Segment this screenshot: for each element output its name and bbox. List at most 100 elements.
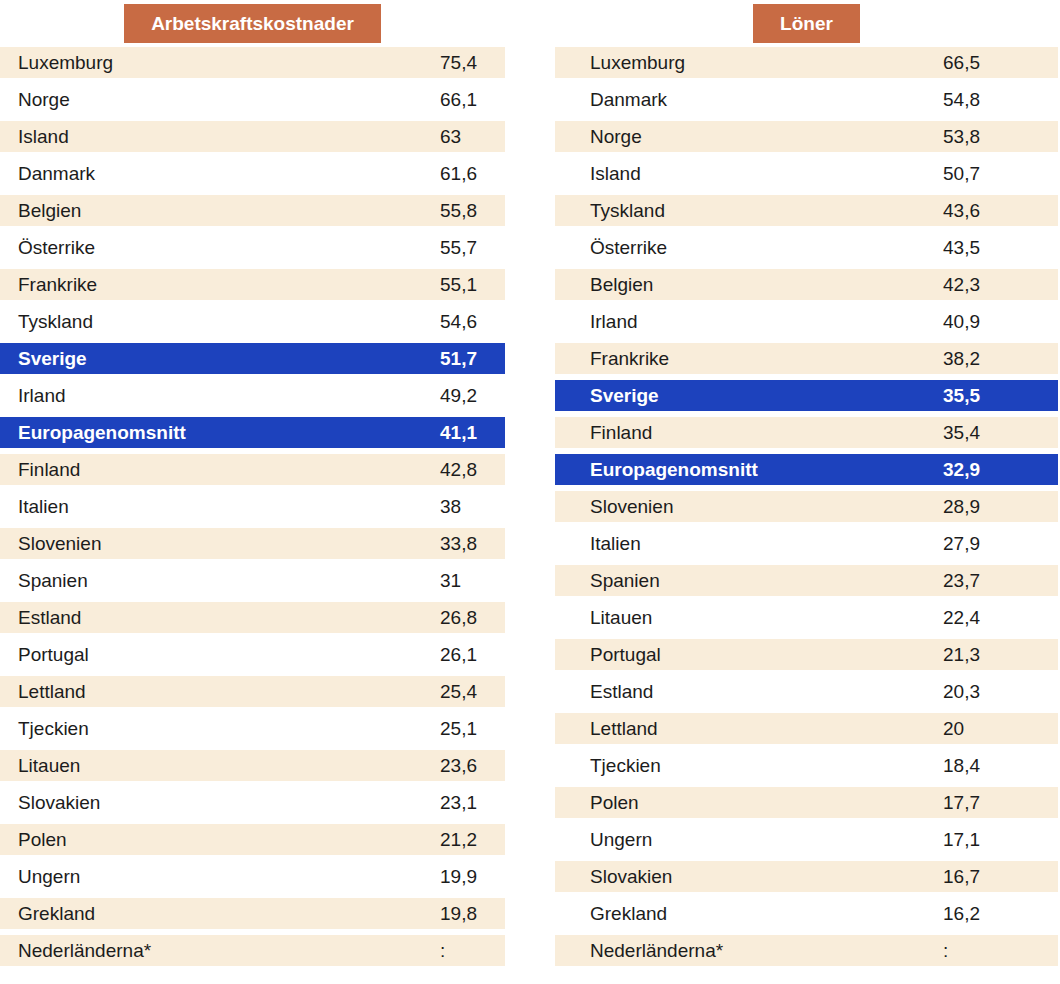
value-label: 27,9 [943,528,1058,559]
country-label: Slovakien [0,787,440,818]
country-label: Tjeckien [555,750,943,781]
value-label: 43,5 [943,232,1058,263]
country-label: Nederländerna* [555,935,943,966]
country-label: Portugal [0,639,440,670]
value-label: 63 [440,121,505,152]
table-row: Nederländerna*: [555,935,1058,966]
country-label: Sverige [0,343,440,374]
table-row: Litauen23,6 [0,750,505,781]
table-row: Grekland19,8 [0,898,505,929]
value-label: 21,3 [943,639,1058,670]
country-label: Litauen [0,750,440,781]
value-label: 16,2 [943,898,1058,929]
table-row: Tyskland54,6 [0,306,505,337]
value-label: 54,6 [440,306,505,337]
country-label: Lettland [0,676,440,707]
value-label: 50,7 [943,158,1058,189]
value-label: 66,1 [440,84,505,115]
table-row: Slovakien23,1 [0,787,505,818]
table-row: Österrike55,7 [0,232,505,263]
value-label: 25,1 [440,713,505,744]
value-label: 75,4 [440,47,505,78]
table-row: Nederländerna*: [0,935,505,966]
value-label: 49,2 [440,380,505,411]
country-label: Slovenien [0,528,440,559]
country-label: Tyskland [555,195,943,226]
value-label: 41,1 [440,417,505,448]
country-label: Polen [555,787,943,818]
table-row: Polen17,7 [555,787,1058,818]
value-label: 19,9 [440,861,505,892]
country-label: Frankrike [0,269,440,300]
country-label: Frankrike [555,343,943,374]
country-label: Danmark [555,84,943,115]
labour-costs-rows: Luxemburg75,4Norge66,1Island63Danmark61,… [0,47,505,966]
table-row: Europagenomsnitt41,1 [0,417,505,448]
table-row: Sverige51,7 [0,343,505,374]
country-label: Tyskland [0,306,440,337]
value-label: 55,7 [440,232,505,263]
country-label: Österrike [555,232,943,263]
value-label: : [440,935,505,966]
table-row: Estland20,3 [555,676,1058,707]
labour-costs-title-badge: Arbetskraftskostnader [124,4,381,43]
table-row: Portugal21,3 [555,639,1058,670]
table-row: Spanien23,7 [555,565,1058,596]
country-label: Belgien [555,269,943,300]
table-row: Luxemburg66,5 [555,47,1058,78]
country-label: Danmark [0,158,440,189]
country-label: Norge [555,121,943,152]
table-row: Europagenomsnitt32,9 [555,454,1058,485]
value-label: 33,8 [440,528,505,559]
country-label: Finland [555,417,943,448]
table-row: Finland42,8 [0,454,505,485]
country-label: Finland [0,454,440,485]
table-row: Italien27,9 [555,528,1058,559]
country-label: Europagenomsnitt [555,454,943,485]
country-label: Slovenien [555,491,943,522]
country-label: Irland [555,306,943,337]
table-row: Slovenien28,9 [555,491,1058,522]
value-label: 23,6 [440,750,505,781]
value-label: 53,8 [943,121,1058,152]
country-label: Italien [0,491,440,522]
value-label: 42,3 [943,269,1058,300]
country-label: Ungern [555,824,943,855]
country-label: Polen [0,824,440,855]
value-label: 18,4 [943,750,1058,781]
value-label: : [943,935,1058,966]
value-label: 28,9 [943,491,1058,522]
country-label: Estland [555,676,943,707]
value-label: 51,7 [440,343,505,374]
table-row: Estland26,8 [0,602,505,633]
country-label: Litauen [555,602,943,633]
table-row: Sverige35,5 [555,380,1058,411]
table-row: Island63 [0,121,505,152]
country-label: Estland [0,602,440,633]
table-row: Litauen22,4 [555,602,1058,633]
table-row: Irland40,9 [555,306,1058,337]
table-row: Frankrike55,1 [0,269,505,300]
country-label: Grekland [555,898,943,929]
country-label: Slovakien [555,861,943,892]
value-label: 26,8 [440,602,505,633]
value-label: 21,2 [440,824,505,855]
table-row: Frankrike38,2 [555,343,1058,374]
table-row: Tjeckien18,4 [555,750,1058,781]
wages-title-badge: Löner [753,4,860,43]
table-row: Polen21,2 [0,824,505,855]
country-label: Italien [555,528,943,559]
country-label: Ungern [0,861,440,892]
table-row: Belgien42,3 [555,269,1058,300]
table-row: Slovenien33,8 [0,528,505,559]
country-label: Spanien [0,565,440,596]
value-label: 16,7 [943,861,1058,892]
value-label: 23,7 [943,565,1058,596]
wages-table: Löner Luxemburg66,5 Danmark54,8Norge53,8 I… [555,0,1058,972]
value-label: 20,3 [943,676,1058,707]
country-label: Luxemburg [0,47,440,78]
value-label: 22,4 [943,602,1058,633]
value-label: 19,8 [440,898,505,929]
table-row: Irland49,2 [0,380,505,411]
value-label: 54,8 [943,84,1058,115]
